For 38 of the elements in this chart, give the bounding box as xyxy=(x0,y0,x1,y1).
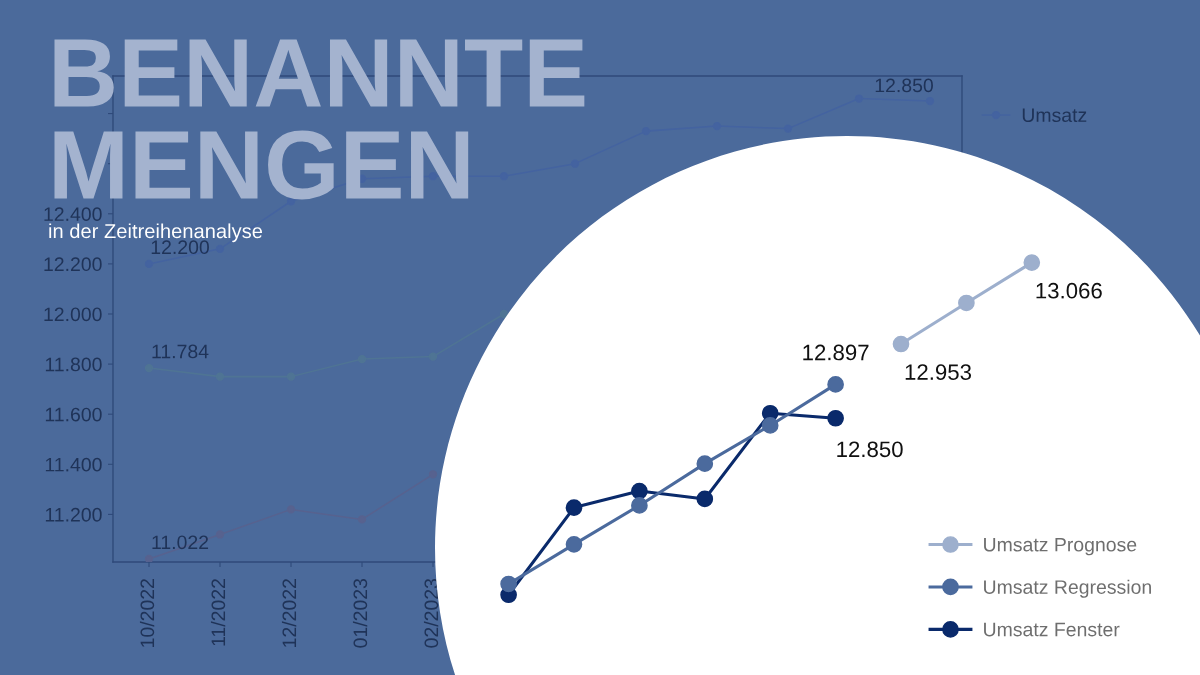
point xyxy=(631,482,648,500)
point xyxy=(1023,254,1041,271)
data-label: 13.066 xyxy=(1036,282,1102,299)
y-tick-label: 12.200 xyxy=(44,257,102,272)
data-label: 11.784 xyxy=(152,344,209,359)
point xyxy=(631,497,648,514)
data-label: 12.897 xyxy=(803,344,869,361)
point xyxy=(761,417,779,434)
point xyxy=(892,335,910,353)
y-tick-label: 12.000 xyxy=(44,307,102,322)
legend-label: Umsatz Fenster xyxy=(984,622,1120,637)
point xyxy=(827,376,844,393)
legend-label: Umsatz Regression xyxy=(984,579,1151,598)
point xyxy=(500,575,517,593)
point xyxy=(565,499,583,516)
data-label: 12.850 xyxy=(875,78,933,93)
x-tick-label: 11/2022 xyxy=(210,579,226,646)
chart-title: BENANNTE MENGEN xyxy=(54,39,585,200)
x-tick-label: 12/2022 xyxy=(281,579,297,647)
y-tick-label: 12.400 xyxy=(44,207,102,222)
x-tick-label: 01/2023 xyxy=(352,578,368,648)
y-tick-label: 11.800 xyxy=(45,357,102,372)
point xyxy=(827,409,844,427)
point xyxy=(144,554,154,562)
data-label: 12.953 xyxy=(905,364,972,380)
y-tick-label: 11.600 xyxy=(45,407,102,422)
point xyxy=(696,455,714,472)
y-tick-label: 11.200 xyxy=(45,507,102,522)
x-tick-label: 10/2022 xyxy=(139,579,155,647)
point xyxy=(696,490,714,508)
point xyxy=(958,294,975,312)
point xyxy=(565,536,583,553)
x-tick-label: 02/2023 xyxy=(423,578,439,648)
legend-label: Umsatz Prognose xyxy=(984,537,1137,556)
data-label: 12.850 xyxy=(837,441,903,458)
legend-label: Umsatz xyxy=(1022,108,1087,123)
y-tick-label: 11.400 xyxy=(45,457,102,472)
data-label: 11.022 xyxy=(152,535,209,550)
